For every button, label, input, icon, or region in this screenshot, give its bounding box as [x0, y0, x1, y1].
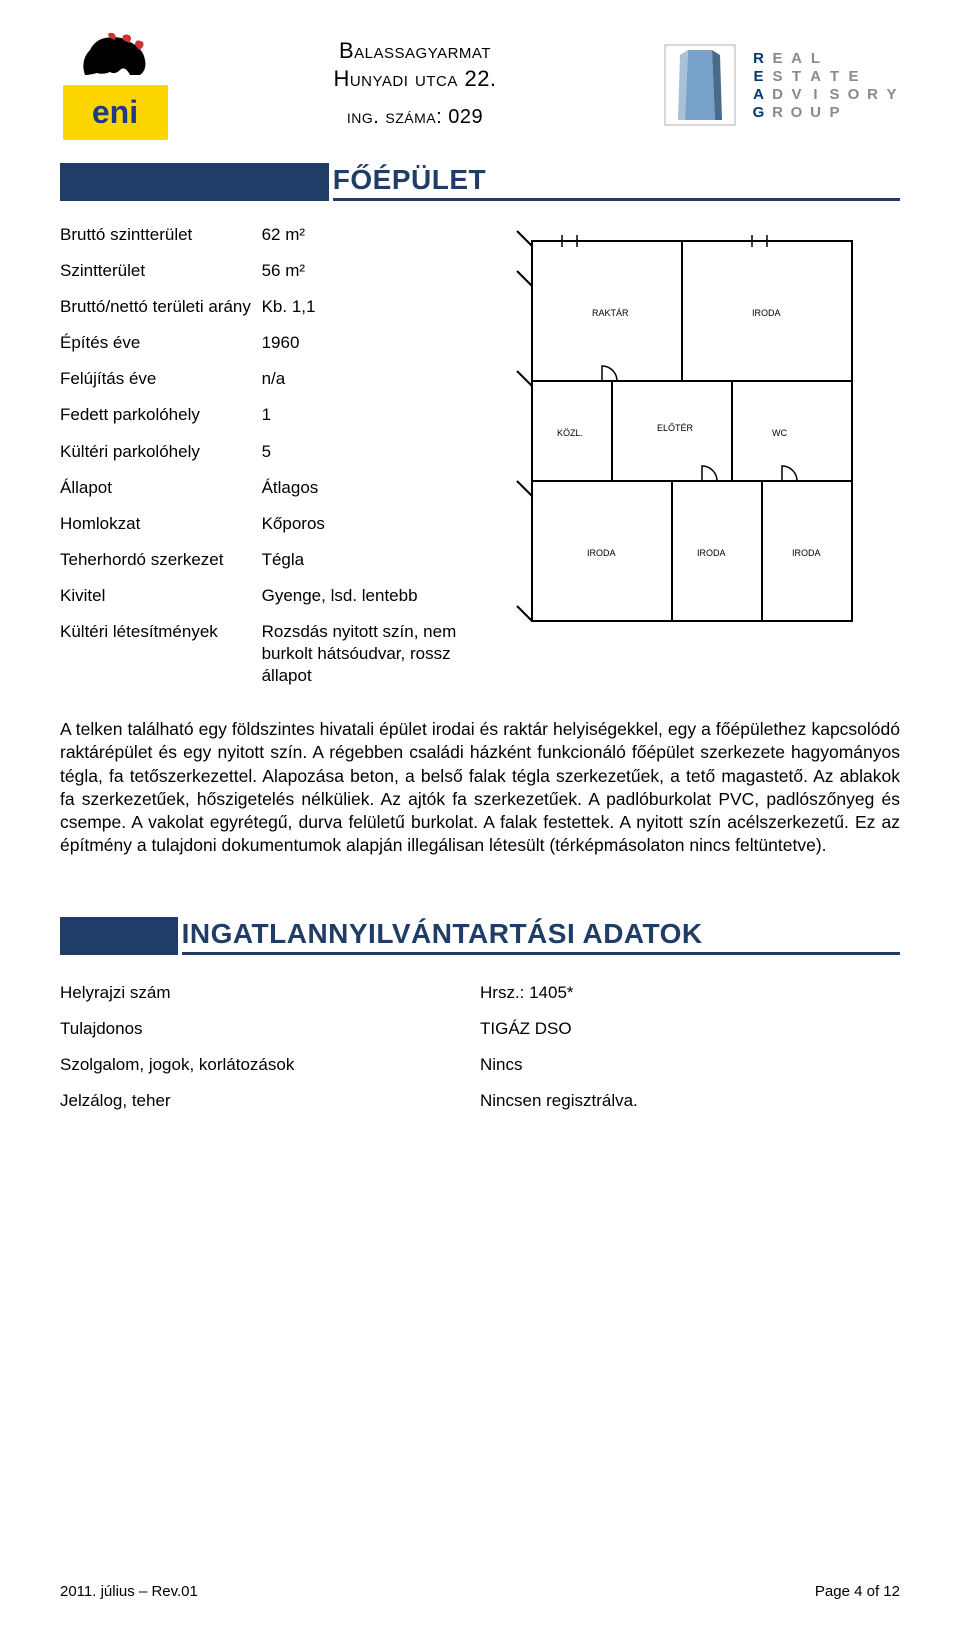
row-value: 5 [262, 441, 464, 463]
row-label: Kültéri parkolóhely [60, 441, 262, 463]
table-row: Helyrajzi számHrsz.: 1405* [60, 975, 900, 1011]
footer-left: 2011. július – Rev.01 [60, 1583, 198, 1600]
table-row: Szolgalom, jogok, korlátozásokNincs [60, 1047, 900, 1083]
building-icon [660, 35, 740, 135]
table-row: Kültéri parkolóhely5 [60, 434, 463, 470]
table-row: Építés éve1960 [60, 325, 463, 361]
row-value: 62 m² [262, 224, 464, 246]
svg-text:IRODA: IRODA [697, 548, 726, 558]
row-label: Bruttó szintterület [60, 224, 262, 246]
row-label: Jelzálog, teher [60, 1090, 480, 1112]
reag-logo: R E A L E S T A T E A D V I S [660, 30, 900, 140]
page-header: eni Balassagyarmat Hunyadi utca 22. ing.… [60, 30, 900, 145]
description-paragraph: A telken található egy földszintes hivat… [60, 718, 900, 857]
reag-text-grid: R E A L E S T A T E A D V I S [750, 50, 900, 121]
footer-right: Page 4 of 12 [815, 1583, 900, 1600]
table-row: Bruttó/nettó területi arányKb. 1,1 [60, 289, 463, 325]
section-title-1: FŐÉPÜLET [333, 164, 486, 196]
registry-table: Helyrajzi számHrsz.: 1405*TulajdonosTIGÁ… [60, 975, 900, 1119]
floorplan-image: RAKTÁR IRODA KÖZL. ELŐTÉR WC IRODA IRODA… [483, 217, 900, 694]
table-row: Bruttó szintterület62 m² [60, 217, 463, 253]
row-value: n/a [262, 368, 464, 390]
property-table: Bruttó szintterület62 m²Szintterület56 m… [60, 217, 463, 694]
row-label: Kültéri létesítmények [60, 621, 262, 687]
header-title: Balassagyarmat Hunyadi utca 22. ing. szá… [170, 30, 660, 129]
eni-brand-text: eni [92, 94, 138, 131]
row-value: Átlagos [262, 477, 464, 499]
row-label: Teherhordó szerkezet [60, 549, 262, 571]
eni-text-box: eni [63, 85, 168, 140]
table-row: KivitelGyenge, lsd. lentebb [60, 578, 463, 614]
svg-text:IRODA: IRODA [587, 548, 616, 558]
svg-text:ELŐTÉR: ELŐTÉR [657, 423, 694, 433]
eni-dog-icon [75, 30, 155, 85]
table-row: Jelzálog, teherNincsen regisztrálva. [60, 1083, 900, 1119]
table-row: Teherhordó szerkezetTégla [60, 542, 463, 578]
header-line2: Hunyadi utca 22. [170, 66, 660, 92]
row-label: Tulajdonos [60, 1018, 480, 1040]
row-value: Tégla [262, 549, 464, 571]
row-label: Kivitel [60, 585, 262, 607]
table-row: Fedett parkolóhely1 [60, 397, 463, 433]
row-value: Gyenge, lsd. lentebb [262, 585, 464, 607]
row-value: 1960 [262, 332, 464, 354]
header-line3: ing. száma: 029 [170, 106, 660, 129]
svg-text:IRODA: IRODA [792, 548, 821, 558]
eni-logo: eni [60, 30, 170, 145]
row-value: Nincsen regisztrálva. [480, 1090, 900, 1112]
row-value: Kb. 1,1 [262, 296, 464, 318]
row-label: Állapot [60, 477, 262, 499]
row-label: Felújítás éve [60, 368, 262, 390]
row-label: Szintterület [60, 260, 262, 282]
table-row: Kültéri létesítményekRozsdás nyitott szí… [60, 614, 463, 694]
row-label: Szolgalom, jogok, korlátozások [60, 1054, 480, 1076]
row-label: Homlokzat [60, 513, 262, 535]
section-bar-2: INGATLANNYILVÁNTARTÁSI ADATOK [60, 917, 900, 955]
row-value: Rozsdás nyitott szín, nem burkolt hátsóu… [262, 621, 464, 687]
row-label: Helyrajzi szám [60, 982, 480, 1004]
table-row: HomlokzatKőporos [60, 506, 463, 542]
header-line1: Balassagyarmat [170, 38, 660, 64]
bar-fill [60, 917, 178, 955]
row-label: Bruttó/nettó területi arány [60, 296, 262, 318]
page-footer: 2011. július – Rev.01 Page 4 of 12 [60, 1583, 900, 1600]
bar-fill [60, 163, 329, 201]
row-label: Építés éve [60, 332, 262, 354]
table-row: Felújítás éven/a [60, 361, 463, 397]
row-value: 1 [262, 404, 464, 426]
row-value: Hrsz.: 1405* [480, 982, 900, 1004]
table-row: Szintterület56 m² [60, 253, 463, 289]
svg-text:IRODA: IRODA [752, 308, 781, 318]
svg-text:RAKTÁR: RAKTÁR [592, 308, 629, 318]
row-value: Kőporos [262, 513, 464, 535]
table-row: ÁllapotÁtlagos [60, 470, 463, 506]
row-label: Fedett parkolóhely [60, 404, 262, 426]
svg-text:KÖZL.: KÖZL. [557, 428, 583, 438]
row-value: Nincs [480, 1054, 900, 1076]
table-row: TulajdonosTIGÁZ DSO [60, 1011, 900, 1047]
section-title-2: INGATLANNYILVÁNTARTÁSI ADATOK [182, 918, 703, 950]
row-value: TIGÁZ DSO [480, 1018, 900, 1040]
row-value: 56 m² [262, 260, 464, 282]
section-bar-1: FŐÉPÜLET [60, 163, 900, 201]
svg-text:WC: WC [772, 428, 787, 438]
